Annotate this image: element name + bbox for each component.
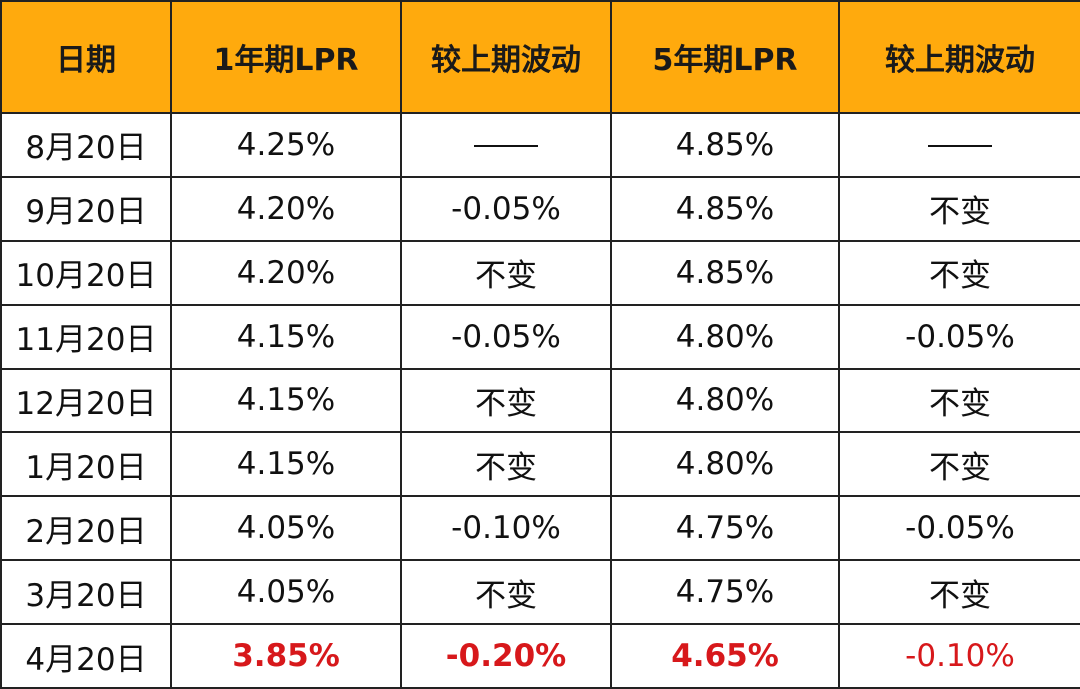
- date-cell: 9月20日: [0, 175, 172, 242]
- table-row-latest: 4月20日 3.85% -0.20% 4.65% -0.10%: [0, 623, 1080, 689]
- lpr-5y-cell: 4.80%: [610, 431, 840, 498]
- lpr-5y-cell: 4.85%: [610, 239, 840, 306]
- change-5y-cell: 不变: [838, 175, 1080, 242]
- header-lpr-1y: 1年期LPR: [170, 0, 402, 114]
- lpr-5y-cell: 4.80%: [610, 367, 840, 434]
- dash-line-icon: [474, 145, 538, 148]
- change-1y-cell: 不变: [400, 239, 612, 306]
- lpr-1y-cell: 4.20%: [170, 175, 402, 242]
- change-1y-cell: 不变: [400, 559, 612, 625]
- header-lpr-5y: 5年期LPR: [610, 0, 840, 114]
- table-row: 3月20日 4.05% 不变 4.75% 不变: [0, 559, 1080, 625]
- change-5y-text: ——: [992, 127, 993, 128]
- change-1y-cell: 不变: [400, 431, 612, 498]
- change-5y-cell: 不变: [838, 367, 1080, 434]
- table-row: 9月20日 4.20% -0.05% 4.85% 不变: [0, 175, 1080, 242]
- change-5y-cell: -0.05%: [838, 495, 1080, 562]
- date-cell: 8月20日: [0, 112, 172, 178]
- lpr-1y-cell: 4.15%: [170, 303, 402, 370]
- change-5y-cell: ——: [838, 112, 1080, 178]
- header-date: 日期: [0, 0, 172, 114]
- table-body: 8月20日 4.25% —— 4.85% —— 9月20日 4.20% -0.0…: [0, 112, 1080, 689]
- header-change-1y: 较上期波动: [400, 0, 612, 114]
- date-cell: 3月20日: [0, 559, 172, 625]
- change-1y-cell: -0.05%: [400, 175, 612, 242]
- table-row: 11月20日 4.15% -0.05% 4.80% -0.05%: [0, 303, 1080, 370]
- dash-line-icon: [928, 145, 992, 148]
- table-row: 2月20日 4.05% -0.10% 4.75% -0.05%: [0, 495, 1080, 562]
- lpr-1y-cell: 4.20%: [170, 239, 402, 306]
- lpr-5y-cell: 4.75%: [610, 559, 840, 625]
- lpr-1y-cell: 4.25%: [170, 112, 402, 178]
- table-header: 日期 1年期LPR 较上期波动 5年期LPR 较上期波动: [0, 0, 1080, 114]
- lpr-1y-cell: 4.15%: [170, 431, 402, 498]
- change-1y-cell: -0.20%: [400, 623, 612, 689]
- change-1y-cell: 不变: [400, 367, 612, 434]
- date-cell: 10月20日: [0, 239, 172, 306]
- lpr-1y-cell: 3.85%: [170, 623, 402, 689]
- header-change-5y: 较上期波动: [838, 0, 1080, 114]
- change-5y-cell: 不变: [838, 559, 1080, 625]
- table-row: 1月20日 4.15% 不变 4.80% 不变: [0, 431, 1080, 498]
- lpr-5y-cell: 4.85%: [610, 175, 840, 242]
- change-5y-cell: -0.05%: [838, 303, 1080, 370]
- lpr-1y-cell: 4.05%: [170, 559, 402, 625]
- date-cell: 4月20日: [0, 623, 172, 689]
- change-1y-cell: -0.05%: [400, 303, 612, 370]
- table-row: 10月20日 4.20% 不变 4.85% 不变: [0, 239, 1080, 306]
- lpr-1y-cell: 4.05%: [170, 495, 402, 562]
- change-5y-cell: 不变: [838, 239, 1080, 306]
- date-cell: 11月20日: [0, 303, 172, 370]
- lpr-5y-cell: 4.80%: [610, 303, 840, 370]
- lpr-5y-cell: 4.65%: [610, 623, 840, 689]
- date-cell: 12月20日: [0, 367, 172, 434]
- lpr-5y-cell: 4.85%: [610, 112, 840, 178]
- table-row: 12月20日 4.15% 不变 4.80% 不变: [0, 367, 1080, 434]
- header-row: 日期 1年期LPR 较上期波动 5年期LPR 较上期波动: [0, 0, 1080, 114]
- change-1y-cell: -0.10%: [400, 495, 612, 562]
- date-cell: 2月20日: [0, 495, 172, 562]
- change-5y-cell: -0.10%: [838, 623, 1080, 689]
- lpr-1y-cell: 4.15%: [170, 367, 402, 434]
- change-1y-cell: ——: [400, 112, 612, 178]
- change-5y-cell: 不变: [838, 431, 1080, 498]
- table-row: 8月20日 4.25% —— 4.85% ——: [0, 112, 1080, 178]
- change-1y-text: ——: [538, 127, 539, 128]
- date-cell: 1月20日: [0, 431, 172, 498]
- lpr-5y-cell: 4.75%: [610, 495, 840, 562]
